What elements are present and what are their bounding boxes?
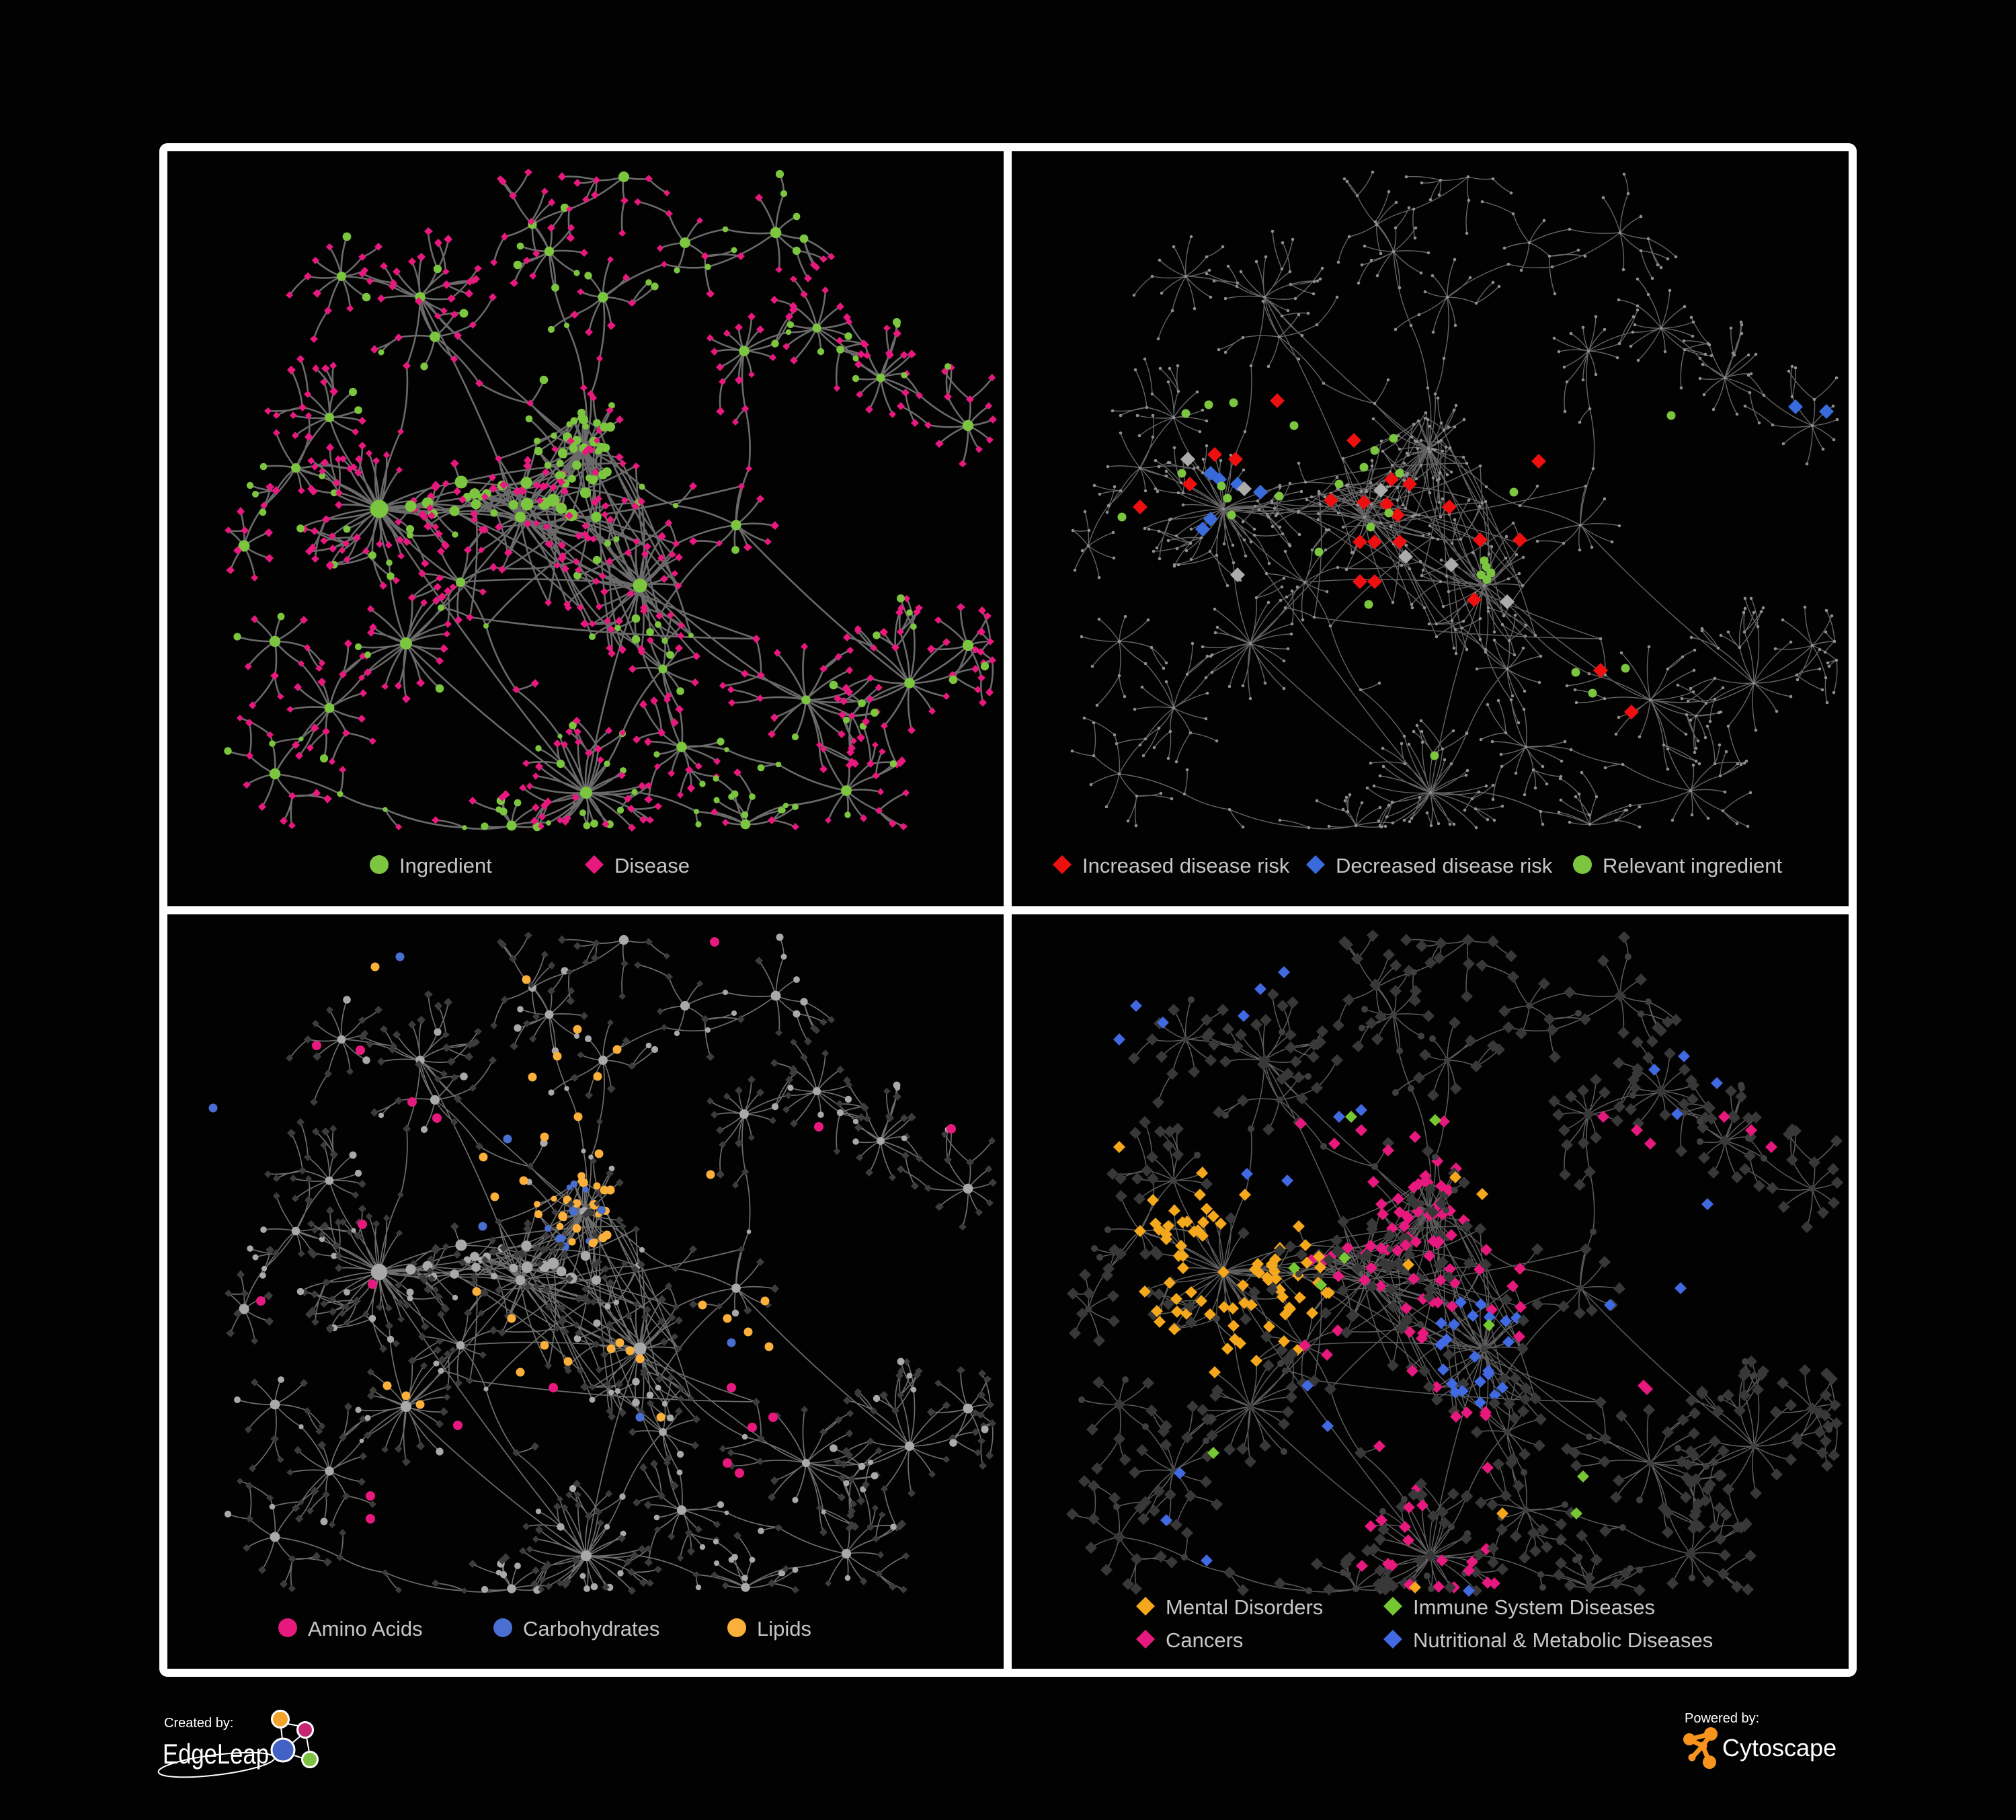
svg-text:Lipids: Lipids <box>757 1617 811 1640</box>
svg-text:Decreased disease risk: Decreased disease risk <box>1336 854 1553 877</box>
svg-text:Created by:: Created by: <box>164 1716 233 1731</box>
svg-text:Carbohydrates: Carbohydrates <box>523 1617 659 1640</box>
svg-text:Ingredient: Ingredient <box>399 854 492 877</box>
svg-text:Nutritional & Metabolic Diseas: Nutritional & Metabolic Diseases <box>1413 1628 1713 1652</box>
svg-text:Cancers: Cancers <box>1166 1628 1243 1652</box>
svg-text:Amino Acids: Amino Acids <box>308 1617 423 1640</box>
svg-text:Increased disease risk: Increased disease risk <box>1082 854 1290 877</box>
svg-text:Relevant ingredient: Relevant ingredient <box>1603 854 1783 877</box>
svg-text:Immune System Diseases: Immune System Diseases <box>1413 1595 1655 1619</box>
svg-text:Disease: Disease <box>614 854 690 877</box>
svg-text:Cytoscape: Cytoscape <box>1722 1734 1837 1762</box>
svg-text:Powered by:: Powered by: <box>1685 1711 1759 1726</box>
svg-text:Mental Disorders: Mental Disorders <box>1166 1595 1323 1619</box>
svg-text:EdgeLeap: EdgeLeap <box>163 1738 269 1770</box>
